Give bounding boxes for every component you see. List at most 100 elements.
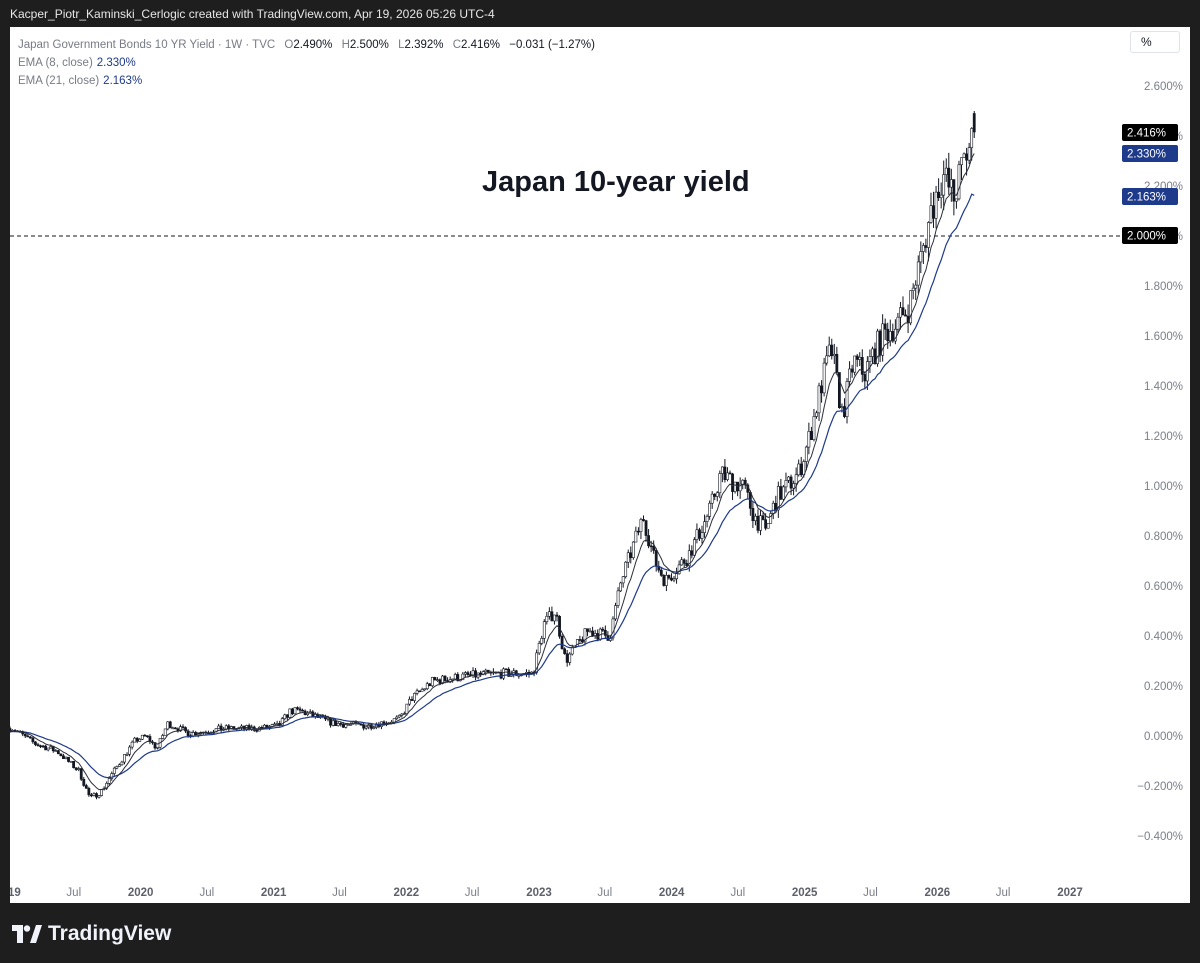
candle-body [871,348,874,357]
candle [135,737,139,744]
candle-body [779,486,783,500]
candle-body [82,779,86,786]
candle-body [797,463,801,476]
candle [563,647,567,655]
candle-body [878,330,882,356]
candle [631,541,635,560]
candle [754,513,757,526]
candle-body [700,532,704,539]
candle [662,574,666,587]
candle-body [196,733,200,736]
candle-body [232,726,236,730]
candle [112,766,116,776]
candle-body [74,767,78,770]
legend-ema21-label: EMA (21, close) [18,75,100,87]
candle-body [537,643,541,654]
candle-body [825,355,829,364]
legend-close: 2.416% [461,39,501,51]
candle-body [400,713,404,716]
candle-body [59,753,63,757]
candle [700,525,704,544]
candle [876,328,879,367]
candle-body [92,793,96,796]
legend-ema21-row[interactable]: EMA (21, close) 2.163% [18,72,595,90]
candle-body [692,539,696,556]
candle-body [46,747,50,751]
x-tick-label: 2024 [659,887,685,899]
candle [784,472,788,493]
candle-body [731,473,734,492]
candle-body [960,157,963,166]
candle [283,713,287,721]
candle [39,744,42,749]
candle [23,733,27,738]
tradingview-logo-icon [12,925,42,943]
candle-body [690,550,694,556]
candle [677,560,681,575]
chart-frame[interactable]: 2.600%2.400%2.200%2.000%1.800%1.600%1.40… [10,27,1190,903]
candle [952,179,956,216]
candle [853,355,857,376]
candle [464,671,467,677]
candle-body [504,668,508,671]
candle-body [588,630,592,633]
candle-body [911,287,915,291]
candle [145,735,149,738]
candle [766,522,770,529]
candle [547,607,551,620]
x-tick-label: 2026 [925,887,951,899]
candle-body [680,559,684,566]
candle [586,628,589,637]
candle [718,470,722,499]
y-tick-label: 1.800% [1144,281,1183,293]
candle-body [474,670,477,678]
candle [807,422,811,455]
candle [708,500,712,520]
candle [140,734,144,740]
candle-body [728,472,732,475]
price-label-bg [1122,124,1178,141]
candle-body [830,344,834,357]
legend-ema21-value: 2.163% [103,75,143,87]
candle-body [827,344,831,357]
candle-body [904,314,907,317]
candle-body [438,679,442,684]
candle-body [301,709,304,712]
candle-body [550,611,554,622]
legend-high-label: H [341,39,350,51]
candle-body [90,794,93,797]
candle-body [217,725,221,729]
candle-body [128,746,131,755]
candle-body [44,745,48,751]
candle [624,561,628,579]
candle [919,241,923,274]
legend-ema8-row[interactable]: EMA (8, close) 2.330% [18,54,595,72]
chart-title: Japan 10-year yield [482,166,750,198]
candle-body [764,519,768,529]
candle-body [642,519,645,521]
candle-body [789,476,793,489]
candle-body [713,493,717,497]
candle-body [100,788,103,796]
candle [166,721,170,731]
candle-body [97,795,101,798]
candle [64,756,68,760]
candle [698,527,701,541]
candle [899,301,902,330]
y-tick-label: 1.600% [1144,331,1183,343]
candle-body [835,354,839,373]
candle-body [708,502,712,517]
candle [173,727,177,730]
price-chart[interactable]: 2.600%2.400%2.200%2.000%1.800%1.600%1.40… [10,27,1190,903]
candle [858,352,862,367]
candle-body [817,385,821,414]
legend-symbol[interactable]: Japan Government Bonds 10 YR Yield · 1W … [18,39,276,51]
candle [92,792,96,797]
price-label-bg [1122,188,1178,205]
percent-scale-button[interactable]: % [1130,31,1180,53]
y-tick-label: −0.200% [1137,781,1183,793]
candle-body [751,508,755,522]
candle-body [794,474,798,484]
candle-body [436,679,439,681]
tradingview-logo[interactable]: TradingView [12,922,171,946]
